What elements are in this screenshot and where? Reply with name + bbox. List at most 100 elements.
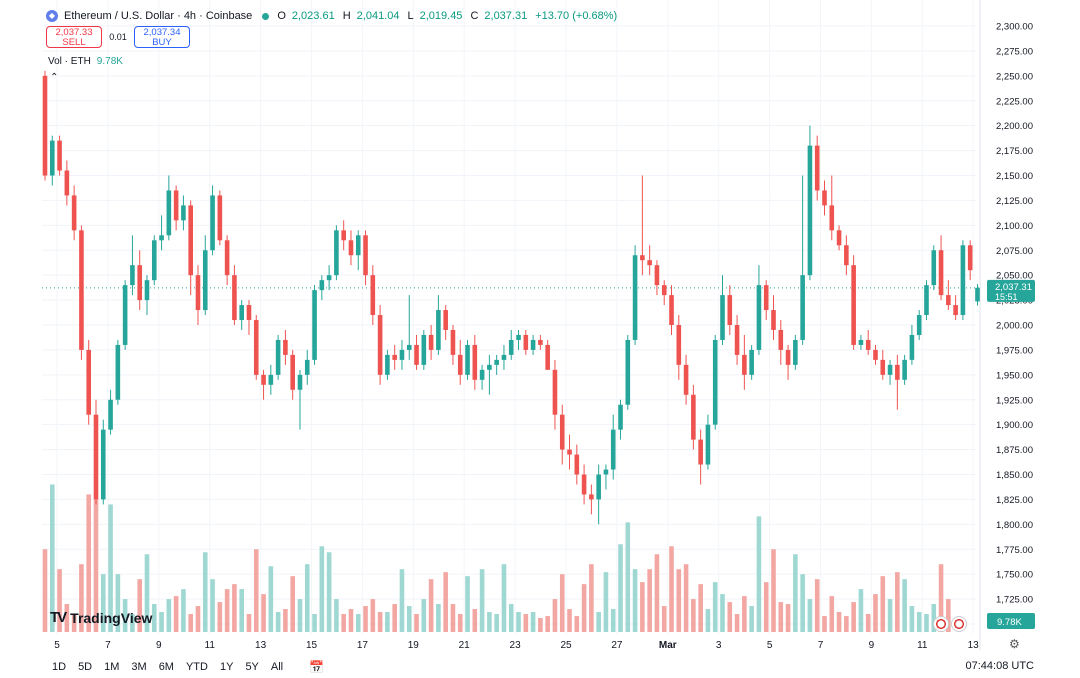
volume-bar: [232, 584, 237, 632]
candle-body: [785, 349, 791, 365]
candle-body: [865, 339, 871, 350]
time-tick-label: 21: [459, 640, 471, 651]
price-axis[interactable]: 2,300.00 2,275.00 2,250.00 2,225.00 2,200.00…: [987, 22, 1035, 631]
volume-bar: [938, 564, 944, 632]
volume-bar: [334, 599, 339, 632]
price-tick-label: 2,000.00: [996, 321, 1033, 332]
volume-bar: [487, 612, 492, 632]
volume-bar: [159, 612, 164, 632]
range-6m[interactable]: 6M: [158, 661, 174, 673]
candle-body: [683, 364, 689, 395]
candle-body: [931, 250, 937, 286]
volume-bar: [428, 579, 434, 632]
volume-bar: [64, 604, 70, 632]
tradingview-logo[interactable]: TV TradingView: [50, 609, 152, 626]
volume-bar: [195, 606, 201, 632]
open-label: O: [277, 10, 286, 22]
candle-body: [246, 305, 252, 321]
volume-bar: [115, 574, 121, 632]
candle-body: [975, 287, 980, 302]
low-label: L: [407, 10, 414, 22]
volume-bar: [479, 569, 485, 632]
volume-bar: [406, 606, 412, 632]
volume-bar: [210, 579, 215, 632]
time-tick-label: 27: [611, 640, 623, 651]
gear-icon[interactable]: ⚙: [1009, 637, 1020, 651]
price-tick-label: 2,250.00: [996, 71, 1033, 82]
price-tick-label: 2,050.00: [996, 271, 1033, 282]
candle-body: [895, 364, 900, 380]
price-tick-label: 1,825.00: [996, 495, 1033, 506]
candle-body: [479, 369, 485, 380]
candle-body: [640, 255, 645, 261]
utc-clock[interactable]: 07:44:08 UTC: [965, 660, 1034, 672]
us-flag-icon[interactable]: [933, 616, 949, 632]
candle-body: [297, 374, 303, 390]
candle-body: [304, 359, 310, 375]
buy-price: 2,037.34: [143, 27, 181, 38]
volume-bar: [130, 614, 135, 632]
time-tick-label: 23: [510, 640, 522, 651]
range-1y[interactable]: 1Y: [219, 661, 234, 673]
candle-body: [275, 339, 281, 375]
candle-body: [122, 285, 128, 345]
volume-bar: [151, 604, 157, 632]
volume-bar: [844, 616, 849, 632]
volume-bar: [122, 599, 128, 632]
candle-body: [654, 265, 660, 286]
volume-bar: [457, 614, 463, 632]
range-5d[interactable]: 5D: [78, 661, 93, 673]
range-1m[interactable]: 1M: [104, 661, 120, 673]
candle-body: [501, 354, 507, 360]
candle-body: [632, 255, 638, 340]
candle-body: [625, 339, 631, 405]
volume-bar: [559, 574, 565, 632]
us-flag-icon[interactable]: [951, 616, 967, 632]
chevron-up-icon[interactable]: ⌃: [50, 72, 59, 83]
volume-bar: [508, 604, 514, 632]
symbol-legend: ◆ Ethereum / U.S. Dollar · 4h · Coinbase…: [46, 8, 619, 24]
candle-body: [552, 369, 558, 415]
event-markers[interactable]: [933, 616, 967, 632]
candle-body: [173, 190, 179, 221]
volume-legend[interactable]: Vol · ETH 9.78K: [48, 56, 123, 67]
close-value: 2,037.31: [484, 10, 528, 22]
volume-bar: [749, 606, 754, 632]
volume-bar: [246, 614, 252, 632]
range-all[interactable]: All: [270, 661, 284, 673]
range-1d[interactable]: 1D: [52, 661, 67, 673]
volume-bar: [661, 606, 667, 632]
candle-body: [319, 280, 325, 291]
range-ytd[interactable]: YTD: [185, 661, 208, 673]
candle-body: [392, 354, 397, 360]
candle-body: [523, 334, 529, 350]
volume-bar: [610, 609, 616, 632]
range-5y[interactable]: 5Y: [245, 661, 259, 673]
volume-bar: [355, 614, 361, 632]
sell-button[interactable]: 2,037.33 SELL: [46, 26, 102, 48]
candle-body: [967, 245, 973, 271]
volume-bar: [494, 614, 499, 632]
candle-body: [618, 404, 623, 430]
candle-body: [144, 280, 150, 301]
candle-body: [472, 344, 478, 380]
candle-body: [210, 195, 215, 251]
volume-bar: [100, 574, 106, 632]
candle-body: [858, 339, 864, 345]
range-3m[interactable]: 3M: [131, 661, 147, 673]
low-value: 2,019.45: [419, 10, 463, 22]
volume-bar: [137, 579, 143, 632]
time-tick-label: 11: [205, 640, 216, 651]
volume-bar: [472, 609, 478, 632]
calendar-icon[interactable]: 📅: [309, 660, 325, 674]
volume-bar: [807, 599, 813, 632]
candle-body: [151, 240, 157, 281]
volume-bar: [450, 604, 456, 632]
volume-bar: [756, 516, 762, 632]
buy-button[interactable]: 2,037.34 BUY: [134, 26, 190, 48]
volume-bar: [705, 609, 711, 632]
candle-body: [49, 140, 55, 176]
time-axis[interactable]: 5 7 9 11 13 15 17 19 21 23 25 27 Mar 3 5 7 9 11 13: [54, 640, 979, 651]
symbol-title[interactable]: Ethereum / U.S. Dollar · 4h · Coinbase: [64, 10, 253, 22]
